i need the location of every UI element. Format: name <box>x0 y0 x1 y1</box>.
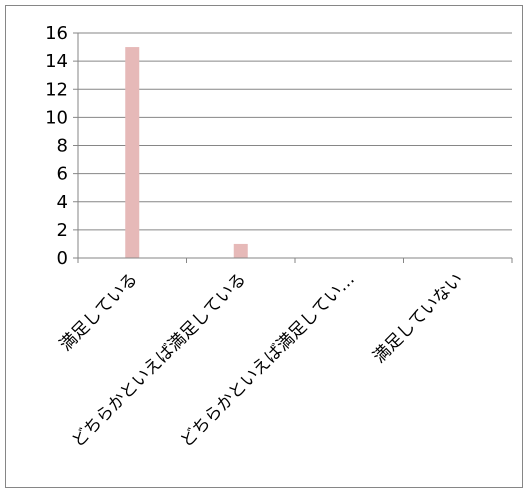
axes <box>77 33 513 263</box>
x-category-label: 満足していない <box>369 269 467 367</box>
gridlines <box>78 32 512 231</box>
x-category-label: どちらかといえば満足してい… <box>177 269 359 451</box>
y-tick-label: 4 <box>57 192 68 213</box>
y-tick-label: 6 <box>57 164 68 185</box>
y-tick-label: 14 <box>45 51 68 72</box>
y-tick-label: 10 <box>45 107 68 128</box>
y-tick-label: 12 <box>45 79 68 100</box>
y-tick-label: 2 <box>57 220 68 241</box>
chart-area <box>5 5 523 488</box>
bar <box>125 47 140 258</box>
y-tick-label: 8 <box>57 136 68 157</box>
y-tick-label: 0 <box>57 248 68 269</box>
y-axis-ticks: 0 2 4 6 8 10 12 14 16 <box>45 23 78 269</box>
bar <box>233 243 248 258</box>
x-category-label: どちらかといえば満足している <box>68 269 250 451</box>
bars <box>125 47 248 258</box>
x-category-label: 満足している <box>56 269 142 355</box>
y-tick-label: 16 <box>45 23 68 44</box>
